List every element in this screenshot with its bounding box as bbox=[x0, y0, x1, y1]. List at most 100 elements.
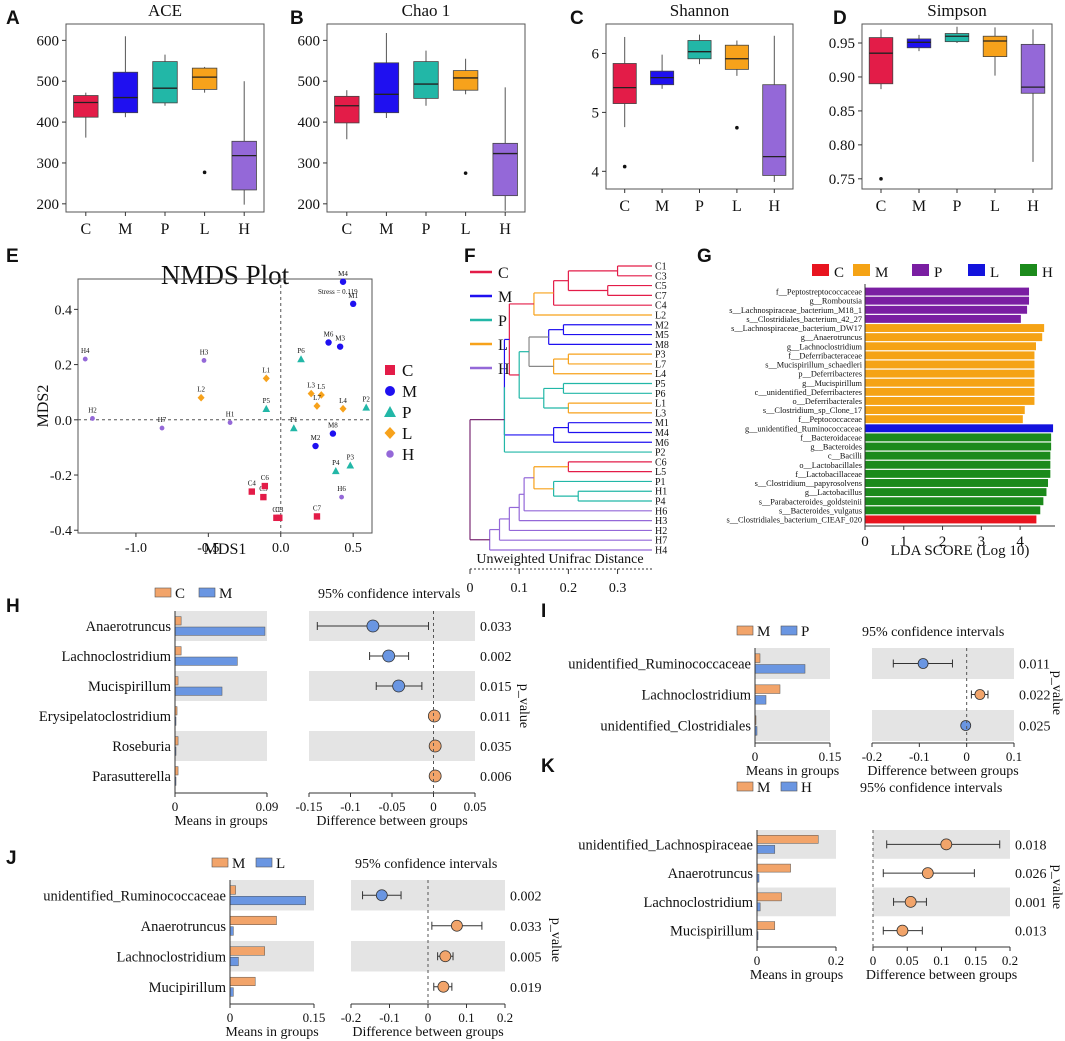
bar-M bbox=[229, 976, 256, 987]
point-label: P4 bbox=[332, 459, 340, 467]
bar-label: f__Bacteroidaceae bbox=[800, 433, 862, 442]
marker-L bbox=[262, 374, 270, 383]
x-tick-label: H bbox=[238, 221, 250, 238]
marker-P bbox=[262, 404, 271, 412]
feature-label: Anaerotruncus bbox=[141, 919, 227, 935]
diff-point bbox=[896, 924, 909, 937]
feature-label: unidentified_Lachnospiraceae bbox=[578, 837, 753, 853]
diff-point bbox=[427, 709, 441, 723]
x-tick-label: C bbox=[876, 198, 887, 215]
point-label: C6 bbox=[261, 474, 270, 482]
legend-label: M bbox=[757, 624, 770, 640]
leaf-label: L2 bbox=[655, 310, 666, 321]
y-tick-label: 0.0 bbox=[55, 414, 73, 429]
diff-point bbox=[439, 950, 452, 963]
bar-M bbox=[229, 915, 277, 926]
y-axis-label: MDS2 bbox=[35, 385, 52, 428]
x-tick-label: P bbox=[161, 221, 170, 238]
panel-label-E: E bbox=[6, 246, 19, 267]
box-L bbox=[724, 44, 749, 70]
x-axis-label: Means in groups bbox=[174, 814, 267, 829]
lda-bar bbox=[865, 442, 1052, 451]
x-tick-label: L bbox=[461, 221, 471, 238]
x-tick-label: 1 bbox=[900, 534, 908, 550]
leaf-label: P3 bbox=[655, 350, 666, 361]
bar-M bbox=[756, 835, 819, 844]
legend-label: M bbox=[757, 780, 770, 796]
x-tick-label: 0.2 bbox=[1002, 953, 1018, 968]
box-P bbox=[152, 61, 178, 104]
point-label: H3 bbox=[200, 348, 209, 356]
point-label: P2 bbox=[363, 395, 371, 403]
bar-H bbox=[756, 845, 776, 854]
outlier-point bbox=[202, 170, 207, 175]
panel-label-F: F bbox=[464, 246, 476, 267]
point-label: H2 bbox=[88, 406, 97, 414]
bar-label: g__unidentified_Ruminococcaceae bbox=[745, 424, 862, 433]
marker-P bbox=[362, 403, 371, 411]
lda-bar bbox=[865, 396, 1035, 405]
error-bar-panel-K: M H 95% confidence intervals unidentified_L… bbox=[578, 780, 1064, 983]
box-H bbox=[231, 140, 257, 191]
feature-label: Lachnoclostridium bbox=[116, 949, 226, 965]
lda-bar bbox=[865, 287, 1030, 296]
box-C bbox=[334, 95, 360, 124]
legend-label: M bbox=[402, 382, 417, 401]
y-tick-label: 400 bbox=[37, 115, 60, 131]
legend-swatch-L bbox=[255, 857, 273, 868]
marker-H bbox=[90, 416, 95, 421]
boxplot-D: Simpson 0.75 0.80 0.85 0.90 0.95 C M P L H bbox=[829, 1, 1053, 215]
x-tick-label: -0.15 bbox=[295, 799, 322, 814]
bar-label: s__Lachnospiraceae_bacterium_M18_1 bbox=[729, 306, 862, 315]
row-band bbox=[757, 887, 836, 917]
x-tick-label: 0.2 bbox=[497, 1010, 513, 1025]
y-tick-label: 300 bbox=[298, 156, 321, 172]
y-tick-label: -0.4 bbox=[50, 524, 72, 539]
legend-label: P bbox=[934, 265, 942, 281]
lda-bar bbox=[865, 424, 1054, 433]
chart-title: ACE bbox=[148, 1, 182, 20]
legend-swatch-C bbox=[154, 587, 172, 598]
x-tick-label: 0.1 bbox=[458, 1010, 474, 1025]
x-axis-label: Difference between groups bbox=[867, 764, 1018, 779]
marker-L bbox=[384, 427, 396, 439]
ci-title: 95% confidence intervals bbox=[318, 587, 460, 602]
point-label: P3 bbox=[347, 453, 355, 461]
x-axis-label: LDA SCORE (Log 10) bbox=[891, 543, 1030, 559]
legend-label: C bbox=[834, 265, 844, 281]
lda-bar bbox=[865, 369, 1035, 378]
ci-title: 95% confidence intervals bbox=[862, 625, 1004, 640]
box-L bbox=[982, 35, 1008, 57]
leaf-label: M8 bbox=[655, 340, 669, 351]
lda-bar bbox=[865, 324, 1045, 332]
p-value-text: 0.025 bbox=[1019, 720, 1051, 735]
p-value-text: 0.013 bbox=[1015, 925, 1047, 940]
p-value-axis-label: p_value bbox=[1049, 671, 1064, 715]
x-tick-label: 0.05 bbox=[464, 799, 487, 814]
legend-label: P bbox=[402, 403, 411, 422]
p-value-text: 0.033 bbox=[510, 920, 542, 935]
bar-P bbox=[754, 695, 767, 705]
point-label: C4 bbox=[248, 480, 257, 488]
marker-C bbox=[385, 365, 395, 375]
x-axis-label: Difference between groups bbox=[316, 814, 467, 829]
box-L bbox=[452, 70, 479, 91]
leaf-label: C6 bbox=[655, 457, 667, 468]
y-tick-label: 600 bbox=[298, 33, 321, 49]
diff-point bbox=[375, 889, 388, 902]
bar-M bbox=[174, 626, 266, 636]
nmds-plot-E: NMDS Plot -1.0 -0.5 0.0 0.5 -0.4 -0.2 0.0 0.2 0.4… bbox=[35, 260, 417, 558]
diff-point bbox=[428, 769, 442, 783]
bar-M bbox=[756, 921, 776, 930]
lda-bar bbox=[865, 296, 1030, 305]
legend-swatch-H bbox=[1020, 264, 1037, 276]
legend-swatch-M bbox=[736, 781, 754, 792]
x-tick-label: 0 bbox=[425, 1010, 432, 1025]
marker-M bbox=[349, 300, 357, 308]
diff-point bbox=[921, 867, 934, 880]
legend-label: L bbox=[498, 337, 508, 354]
x-tick-label: 0 bbox=[752, 749, 759, 764]
bar-label: s__Parabacteroides_goldsteinii bbox=[759, 497, 863, 506]
leaf-label: M1 bbox=[655, 418, 669, 429]
diff-point bbox=[428, 739, 442, 753]
